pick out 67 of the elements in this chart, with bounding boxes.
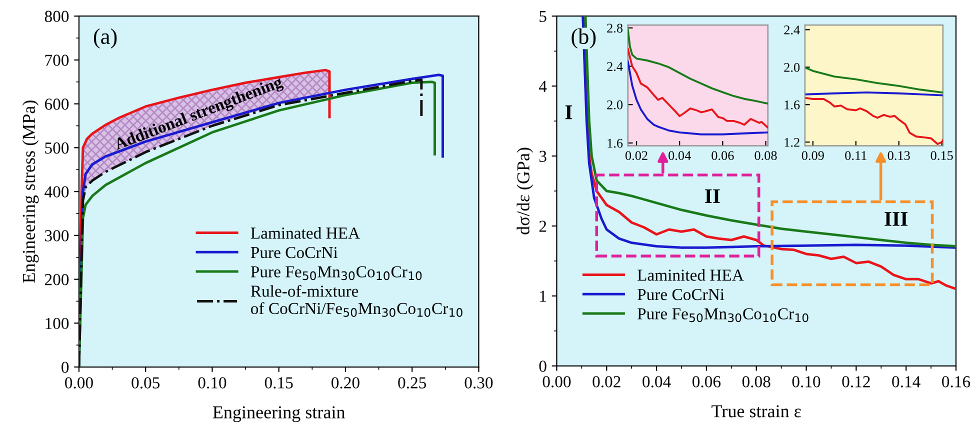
- x-tick-label: 0.30: [464, 377, 493, 389]
- y-tick-label: 0: [62, 362, 69, 373]
- x-tick-label: 0.04: [668, 151, 691, 160]
- x-axis-title: Engineering strain: [212, 406, 346, 422]
- x-tick-label: 0.02: [625, 151, 648, 160]
- x-tick-label: 0.06: [692, 376, 721, 388]
- y-tick-label: 2: [539, 220, 546, 232]
- x-tick-label: 0.02: [592, 376, 620, 388]
- y-tick-label: 5: [540, 10, 546, 22]
- y-tick-label: 300: [45, 230, 69, 242]
- y-tick-label: 200: [44, 274, 69, 286]
- y-tick-label: 1.6: [608, 138, 623, 148]
- y-tick-label: 2.4: [607, 62, 623, 72]
- annotation: (a): [94, 28, 117, 49]
- annotation: I: [565, 105, 572, 120]
- legend-label: Pure Fe$_{50}$Mn$_{30}$Co$_{10}$Cr$_{10}$: [250, 266, 422, 280]
- y-axis-title: dσ/dε (GPa): [516, 148, 534, 234]
- y-tick-label: 800: [44, 10, 69, 22]
- x-tick-label: 0.11: [845, 151, 866, 160]
- x-tick-label: 0.08: [754, 151, 777, 160]
- y-tick-label: 2.0: [784, 62, 800, 72]
- y-tick-label: 3: [539, 150, 546, 162]
- y-tick-label: 2.4: [784, 26, 800, 34]
- annotation: (b): [572, 28, 596, 49]
- x-tick-label: 0.25: [398, 377, 426, 389]
- legend-label: Laminated HEA: [250, 227, 360, 239]
- legend-label: Pure Fe$_{50}$Mn$_{30}$Co$_{10}$Cr$_{10}$: [638, 308, 808, 322]
- x-tick-label: 0.06: [712, 151, 734, 160]
- y-tick-label: 1.2: [784, 138, 800, 147]
- y-tick-label: 1: [540, 290, 546, 302]
- y-tick-label: 4: [538, 80, 547, 92]
- y-tick-label: 400: [44, 186, 69, 198]
- legend-label: Laminited HEA: [638, 269, 744, 281]
- x-tick-label: 0.20: [332, 377, 360, 389]
- x-tick-label: 0.09: [802, 151, 824, 160]
- y-tick-label: 700: [45, 54, 69, 66]
- annotation: II: [705, 189, 720, 204]
- line-series: [628, 28, 768, 105]
- x-tick-label: 0.08: [742, 376, 770, 388]
- text: Rule-of-mixture of CoCrNi/Fe$_{50}$Mn$_{30}$Co$_{10}$Cr$_{10}$: [250, 284, 462, 317]
- y-tick-label: 600: [44, 98, 69, 110]
- line-series: [805, 67, 943, 94]
- x-tick-label: 0.10: [792, 376, 820, 388]
- y-tick-label: 100: [46, 318, 69, 330]
- x-tick-label: 0.15: [930, 151, 953, 160]
- y-tick-label: 1.6: [784, 100, 800, 110]
- x-tick-label: 0.05: [132, 377, 160, 389]
- annotation: III: [884, 212, 908, 226]
- x-tick-label: 0.14: [892, 376, 920, 388]
- line-series: [628, 60, 768, 136]
- x-tick-label: 0.04: [642, 376, 671, 388]
- x-tick-label: 0.00: [542, 376, 571, 388]
- x-tick-label: 0.13: [888, 151, 910, 160]
- x-tick-label: 0.15: [264, 377, 293, 389]
- legend-label: Pure CoCrNi: [250, 246, 338, 258]
- y-tick-label: 0: [539, 360, 546, 372]
- y-tick-label: 2.8: [607, 24, 623, 33]
- x-tick-label: 0.10: [198, 377, 226, 389]
- y-tick-label: 2.0: [607, 100, 623, 110]
- legend-label: Pure CoCrNi: [638, 288, 724, 300]
- y-tick-label: 500: [45, 142, 69, 154]
- line-series: [628, 48, 768, 129]
- y-axis-title: Engineering stress (MPa): [22, 100, 39, 283]
- x-tick-label: 0.00: [65, 377, 93, 389]
- x-tick-label: 0.16: [942, 376, 970, 388]
- x-tick-label: 0.12: [842, 376, 870, 388]
- x-axis-title: True strain ε: [712, 405, 801, 418]
